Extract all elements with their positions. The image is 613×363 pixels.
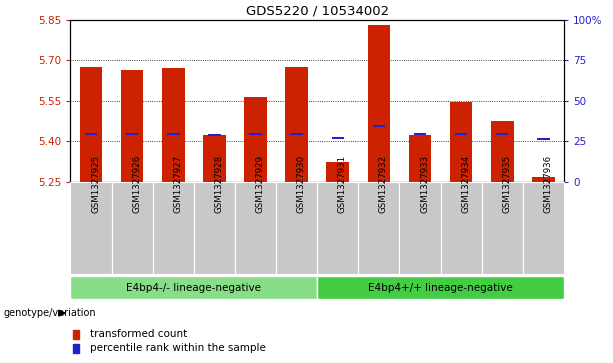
- Text: E4bp4+/+ lineage-negative: E4bp4+/+ lineage-negative: [368, 283, 513, 293]
- Bar: [153, 182, 194, 274]
- Text: transformed count: transformed count: [90, 329, 188, 339]
- Bar: [441, 182, 482, 274]
- Bar: [235, 182, 276, 274]
- Bar: [80, 67, 102, 182]
- Bar: [496, 132, 509, 135]
- Bar: [373, 125, 385, 127]
- Bar: [537, 138, 550, 140]
- Bar: [73, 343, 79, 353]
- Bar: [244, 97, 267, 182]
- Bar: [318, 276, 564, 299]
- Text: GSM1327935: GSM1327935: [502, 155, 511, 213]
- Bar: [73, 330, 79, 339]
- Bar: [194, 182, 235, 274]
- Bar: [208, 134, 221, 136]
- Title: GDS5220 / 10534002: GDS5220 / 10534002: [246, 4, 389, 17]
- Bar: [112, 182, 153, 274]
- Bar: [532, 177, 555, 182]
- Bar: [70, 182, 112, 274]
- Bar: [450, 102, 473, 182]
- Text: GSM1327929: GSM1327929: [256, 155, 265, 213]
- Bar: [291, 132, 303, 135]
- Bar: [85, 132, 97, 135]
- Text: GSM1327932: GSM1327932: [379, 155, 388, 213]
- Bar: [167, 132, 180, 135]
- Bar: [409, 135, 432, 182]
- Text: GSM1327928: GSM1327928: [215, 155, 223, 213]
- Text: percentile rank within the sample: percentile rank within the sample: [90, 343, 266, 353]
- Text: genotype/variation: genotype/variation: [4, 308, 96, 318]
- Bar: [455, 132, 467, 135]
- Text: GSM1327930: GSM1327930: [297, 155, 306, 213]
- Text: GSM1327936: GSM1327936: [543, 155, 552, 213]
- Bar: [327, 162, 349, 182]
- Bar: [70, 276, 318, 299]
- Text: GSM1327934: GSM1327934: [461, 155, 470, 213]
- Bar: [368, 25, 390, 182]
- Bar: [491, 122, 514, 182]
- Bar: [286, 67, 308, 182]
- Text: GSM1327925: GSM1327925: [91, 155, 100, 213]
- Text: GSM1327927: GSM1327927: [173, 155, 182, 213]
- Text: GSM1327931: GSM1327931: [338, 155, 347, 213]
- Bar: [482, 182, 523, 274]
- Bar: [414, 132, 426, 135]
- Text: GSM1327933: GSM1327933: [420, 155, 429, 213]
- Bar: [126, 132, 139, 135]
- Bar: [318, 182, 359, 274]
- Text: GSM1327926: GSM1327926: [132, 155, 141, 213]
- Text: E4bp4-/- lineage-negative: E4bp4-/- lineage-negative: [126, 283, 261, 293]
- Bar: [276, 182, 318, 274]
- Bar: [121, 70, 143, 182]
- Bar: [332, 137, 344, 139]
- Bar: [523, 182, 564, 274]
- Bar: [249, 132, 262, 135]
- Bar: [162, 68, 185, 182]
- Bar: [359, 182, 400, 274]
- Bar: [203, 135, 226, 182]
- Bar: [400, 182, 441, 274]
